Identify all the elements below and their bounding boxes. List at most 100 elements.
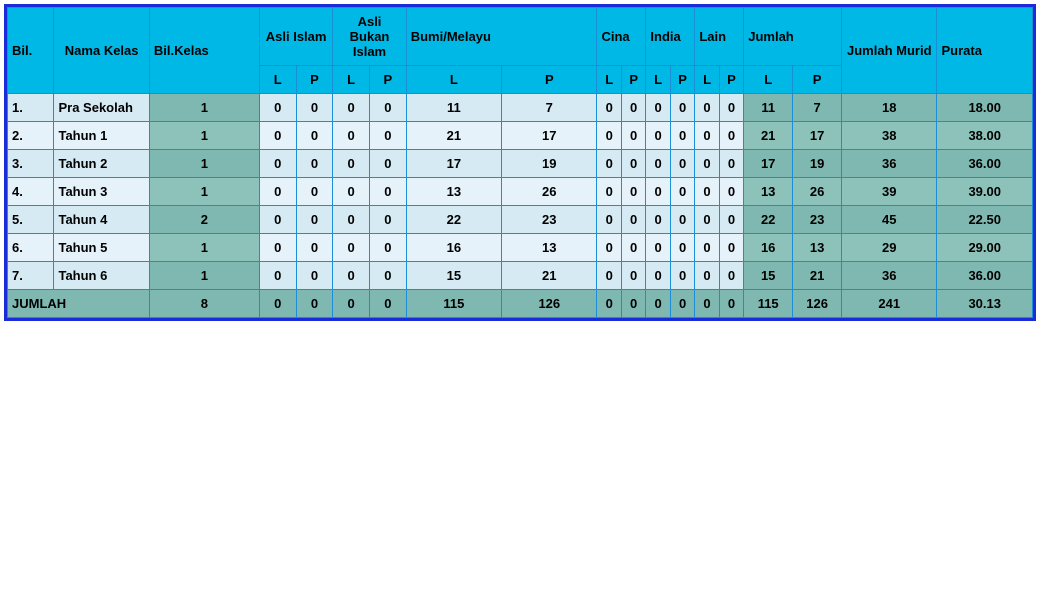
sub-L: L	[646, 66, 670, 94]
cell-val: 0	[670, 150, 694, 178]
cell-val: 0	[695, 94, 719, 122]
cell-kelas: 1	[149, 234, 259, 262]
cell-kelas: 1	[149, 94, 259, 122]
cell-no: 4.	[8, 178, 54, 206]
sub-P: P	[670, 66, 694, 94]
cell-val: 0	[646, 122, 670, 150]
cell-val: 0	[370, 262, 407, 290]
cell-val: 11	[406, 94, 501, 122]
cell-val: 0	[719, 150, 743, 178]
cell-jp: 21	[793, 262, 842, 290]
table-row: 5.Tahun 420000222300000022234522.50	[8, 206, 1033, 234]
cell-pr: 22.50	[937, 206, 1033, 234]
hdr-asli-bukan-islam: Asli Bukan Islam	[333, 8, 406, 66]
cell-kelas: 1	[149, 122, 259, 150]
cell-val: 0	[597, 206, 621, 234]
cell-val: 0	[719, 234, 743, 262]
cell-val: 0	[719, 206, 743, 234]
cell-pr: 18.00	[937, 94, 1033, 122]
cell-val: 0	[621, 178, 645, 206]
cell-nama: Tahun 1	[54, 122, 149, 150]
sub-P: P	[296, 66, 333, 94]
cell-jp: 17	[793, 122, 842, 150]
total-val: 0	[695, 290, 719, 318]
total-val: 126	[502, 290, 597, 318]
cell-val: 0	[646, 178, 670, 206]
cell-val: 17	[406, 150, 501, 178]
total-jl: 115	[744, 290, 793, 318]
cell-jm: 18	[842, 94, 937, 122]
cell-no: 1.	[8, 94, 54, 122]
hdr-bumi-melayu: Bumi/Melayu	[406, 8, 597, 66]
cell-val: 0	[646, 94, 670, 122]
cell-val: 0	[333, 122, 370, 150]
cell-val: 0	[296, 94, 333, 122]
cell-jl: 16	[744, 234, 793, 262]
cell-val: 0	[370, 206, 407, 234]
cell-jl: 21	[744, 122, 793, 150]
cell-nama: Tahun 5	[54, 234, 149, 262]
hdr-jumlah: Jumlah	[744, 8, 842, 66]
total-row: JUMLAH8000011512600000011512624130.13	[8, 290, 1033, 318]
table-row: 1.Pra Sekolah100001170000001171818.00	[8, 94, 1033, 122]
cell-val: 0	[597, 234, 621, 262]
hdr-lain: Lain	[695, 8, 744, 66]
cell-val: 15	[406, 262, 501, 290]
total-val: 0	[296, 290, 333, 318]
cell-val: 0	[333, 206, 370, 234]
cell-val: 0	[695, 150, 719, 178]
cell-val: 0	[296, 234, 333, 262]
cell-val: 0	[370, 94, 407, 122]
cell-jm: 29	[842, 234, 937, 262]
cell-val: 0	[370, 122, 407, 150]
header-row-1: Bil. Nama Kelas Bil.Kelas Asli Islam Asl…	[8, 8, 1033, 66]
sub-P: P	[502, 66, 597, 94]
cell-jp: 23	[793, 206, 842, 234]
cell-jl: 17	[744, 150, 793, 178]
table-row: 3.Tahun 210000171900000017193636.00	[8, 150, 1033, 178]
cell-kelas: 1	[149, 262, 259, 290]
cell-val: 0	[646, 206, 670, 234]
hdr-bil: Bil.	[8, 8, 54, 94]
cell-val: 0	[333, 234, 370, 262]
hdr-jumlah-murid: Jumlah Murid	[842, 8, 937, 94]
cell-no: 2.	[8, 122, 54, 150]
cell-nama: Tahun 2	[54, 150, 149, 178]
total-kelas: 8	[149, 290, 259, 318]
sub-L: L	[259, 66, 296, 94]
hdr-cina: Cina	[597, 8, 646, 66]
sub-L: L	[406, 66, 501, 94]
cell-val: 0	[695, 122, 719, 150]
cell-val: 0	[621, 262, 645, 290]
cell-no: 6.	[8, 234, 54, 262]
cell-kelas: 1	[149, 178, 259, 206]
total-pr: 30.13	[937, 290, 1033, 318]
hdr-bil-kelas: Bil.Kelas	[149, 8, 259, 94]
total-val: 0	[259, 290, 296, 318]
cell-kelas: 1	[149, 150, 259, 178]
cell-val: 0	[719, 122, 743, 150]
cell-val: 0	[719, 262, 743, 290]
cell-jp: 19	[793, 150, 842, 178]
total-val: 0	[621, 290, 645, 318]
cell-val: 7	[502, 94, 597, 122]
cell-pr: 36.00	[937, 262, 1033, 290]
sub-L: L	[744, 66, 793, 94]
cell-val: 0	[670, 94, 694, 122]
total-val: 0	[597, 290, 621, 318]
cell-val: 0	[646, 262, 670, 290]
table-row: 6.Tahun 510000161300000016132929.00	[8, 234, 1033, 262]
cell-val: 19	[502, 150, 597, 178]
total-val: 0	[370, 290, 407, 318]
total-val: 0	[670, 290, 694, 318]
student-table: Bil. Nama Kelas Bil.Kelas Asli Islam Asl…	[7, 7, 1033, 318]
cell-nama: Tahun 3	[54, 178, 149, 206]
cell-val: 0	[259, 150, 296, 178]
cell-val: 0	[370, 178, 407, 206]
cell-val: 13	[406, 178, 501, 206]
hdr-nama-kelas: Nama Kelas	[54, 8, 149, 94]
cell-jl: 13	[744, 178, 793, 206]
cell-val: 17	[502, 122, 597, 150]
cell-val: 22	[406, 206, 501, 234]
cell-jm: 36	[842, 262, 937, 290]
